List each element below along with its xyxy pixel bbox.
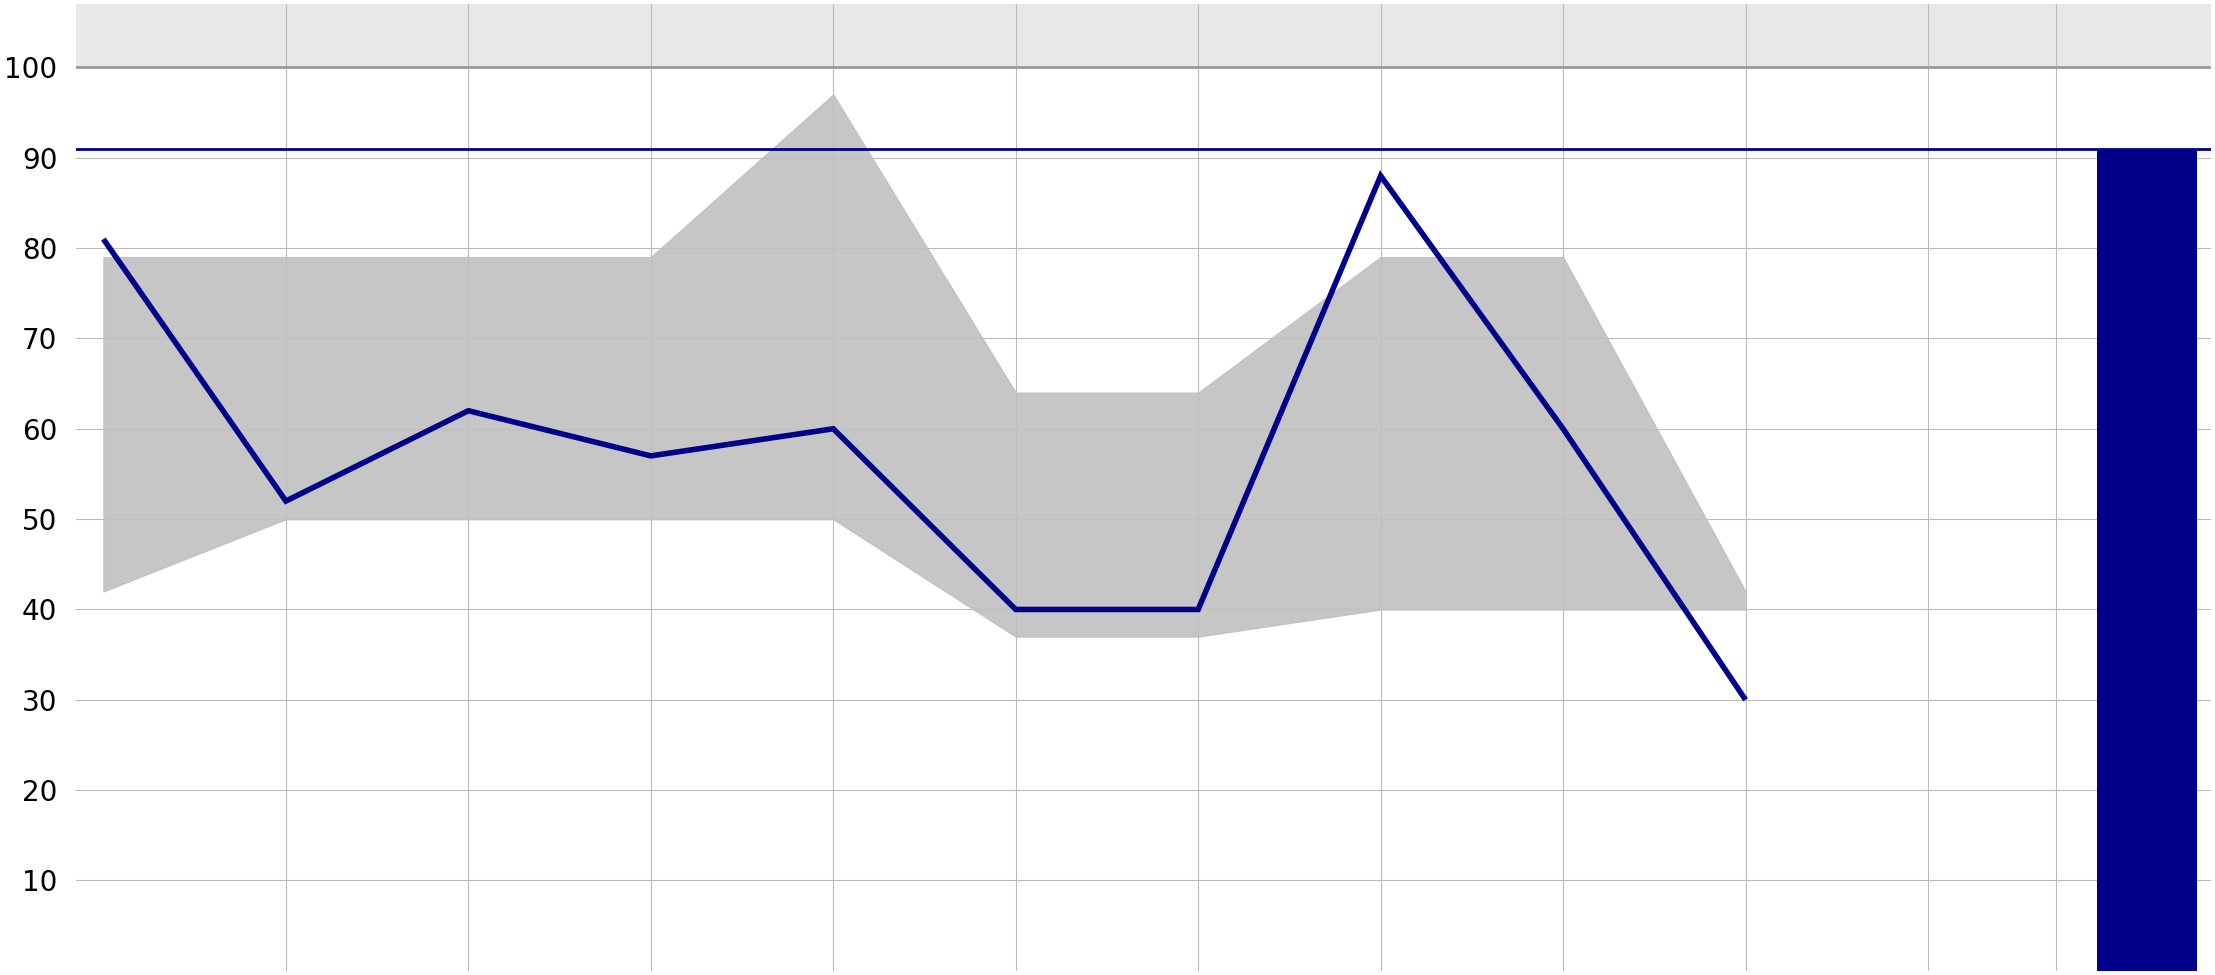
Bar bbox=[75, 4, 2211, 67]
Bar bbox=[75, 67, 2211, 971]
Bar bbox=[2098, 149, 2197, 971]
